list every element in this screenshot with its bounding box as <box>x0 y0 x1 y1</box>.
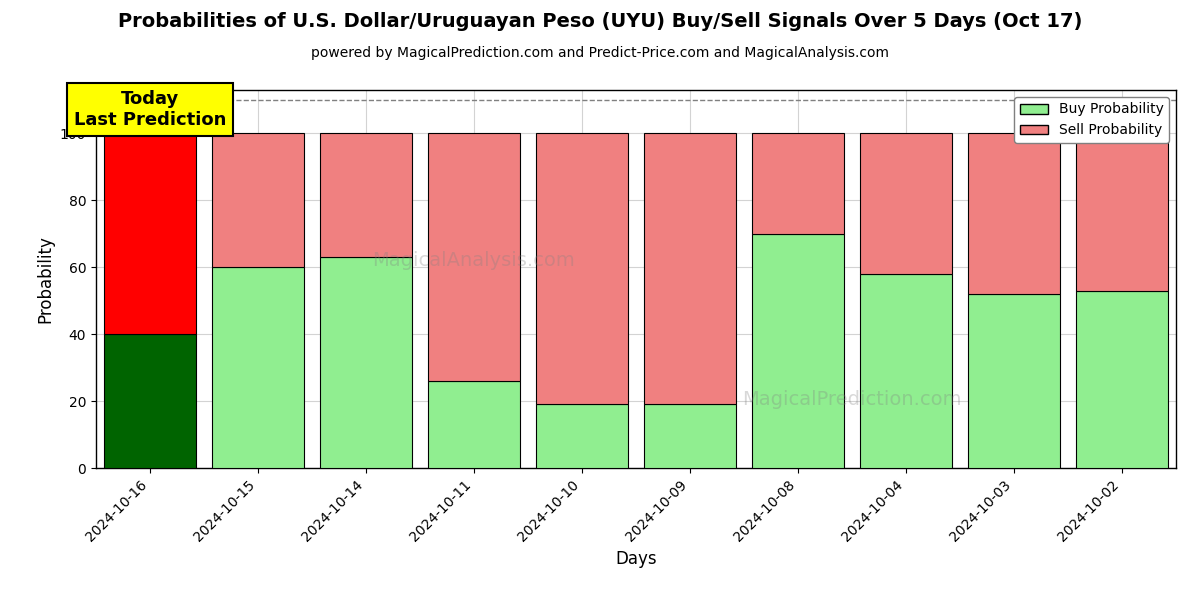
Bar <box>752 234 844 468</box>
Bar <box>860 274 952 468</box>
Bar <box>752 133 844 234</box>
Legend: Buy Probability, Sell Probability: Buy Probability, Sell Probability <box>1014 97 1169 143</box>
Bar <box>536 404 628 468</box>
Bar <box>644 133 736 404</box>
Text: powered by MagicalPrediction.com and Predict-Price.com and MagicalAnalysis.com: powered by MagicalPrediction.com and Pre… <box>311 46 889 60</box>
Bar <box>428 381 520 468</box>
Bar <box>1076 133 1168 291</box>
Bar <box>428 133 520 381</box>
Bar <box>320 257 412 468</box>
Bar <box>212 267 304 468</box>
Text: Today
Last Prediction: Today Last Prediction <box>74 90 226 129</box>
Y-axis label: Probability: Probability <box>36 235 54 323</box>
Bar <box>212 133 304 267</box>
Bar <box>536 133 628 404</box>
Bar <box>1076 291 1168 468</box>
Bar <box>104 133 196 334</box>
Bar <box>320 133 412 257</box>
Bar <box>968 133 1060 294</box>
Bar <box>968 294 1060 468</box>
Text: MagicalAnalysis.com: MagicalAnalysis.com <box>373 251 575 269</box>
X-axis label: Days: Days <box>616 550 656 568</box>
Bar <box>104 334 196 468</box>
Text: MagicalPrediction.com: MagicalPrediction.com <box>743 391 961 409</box>
Text: Probabilities of U.S. Dollar/Uruguayan Peso (UYU) Buy/Sell Signals Over 5 Days (: Probabilities of U.S. Dollar/Uruguayan P… <box>118 12 1082 31</box>
Bar <box>860 133 952 274</box>
Bar <box>644 404 736 468</box>
